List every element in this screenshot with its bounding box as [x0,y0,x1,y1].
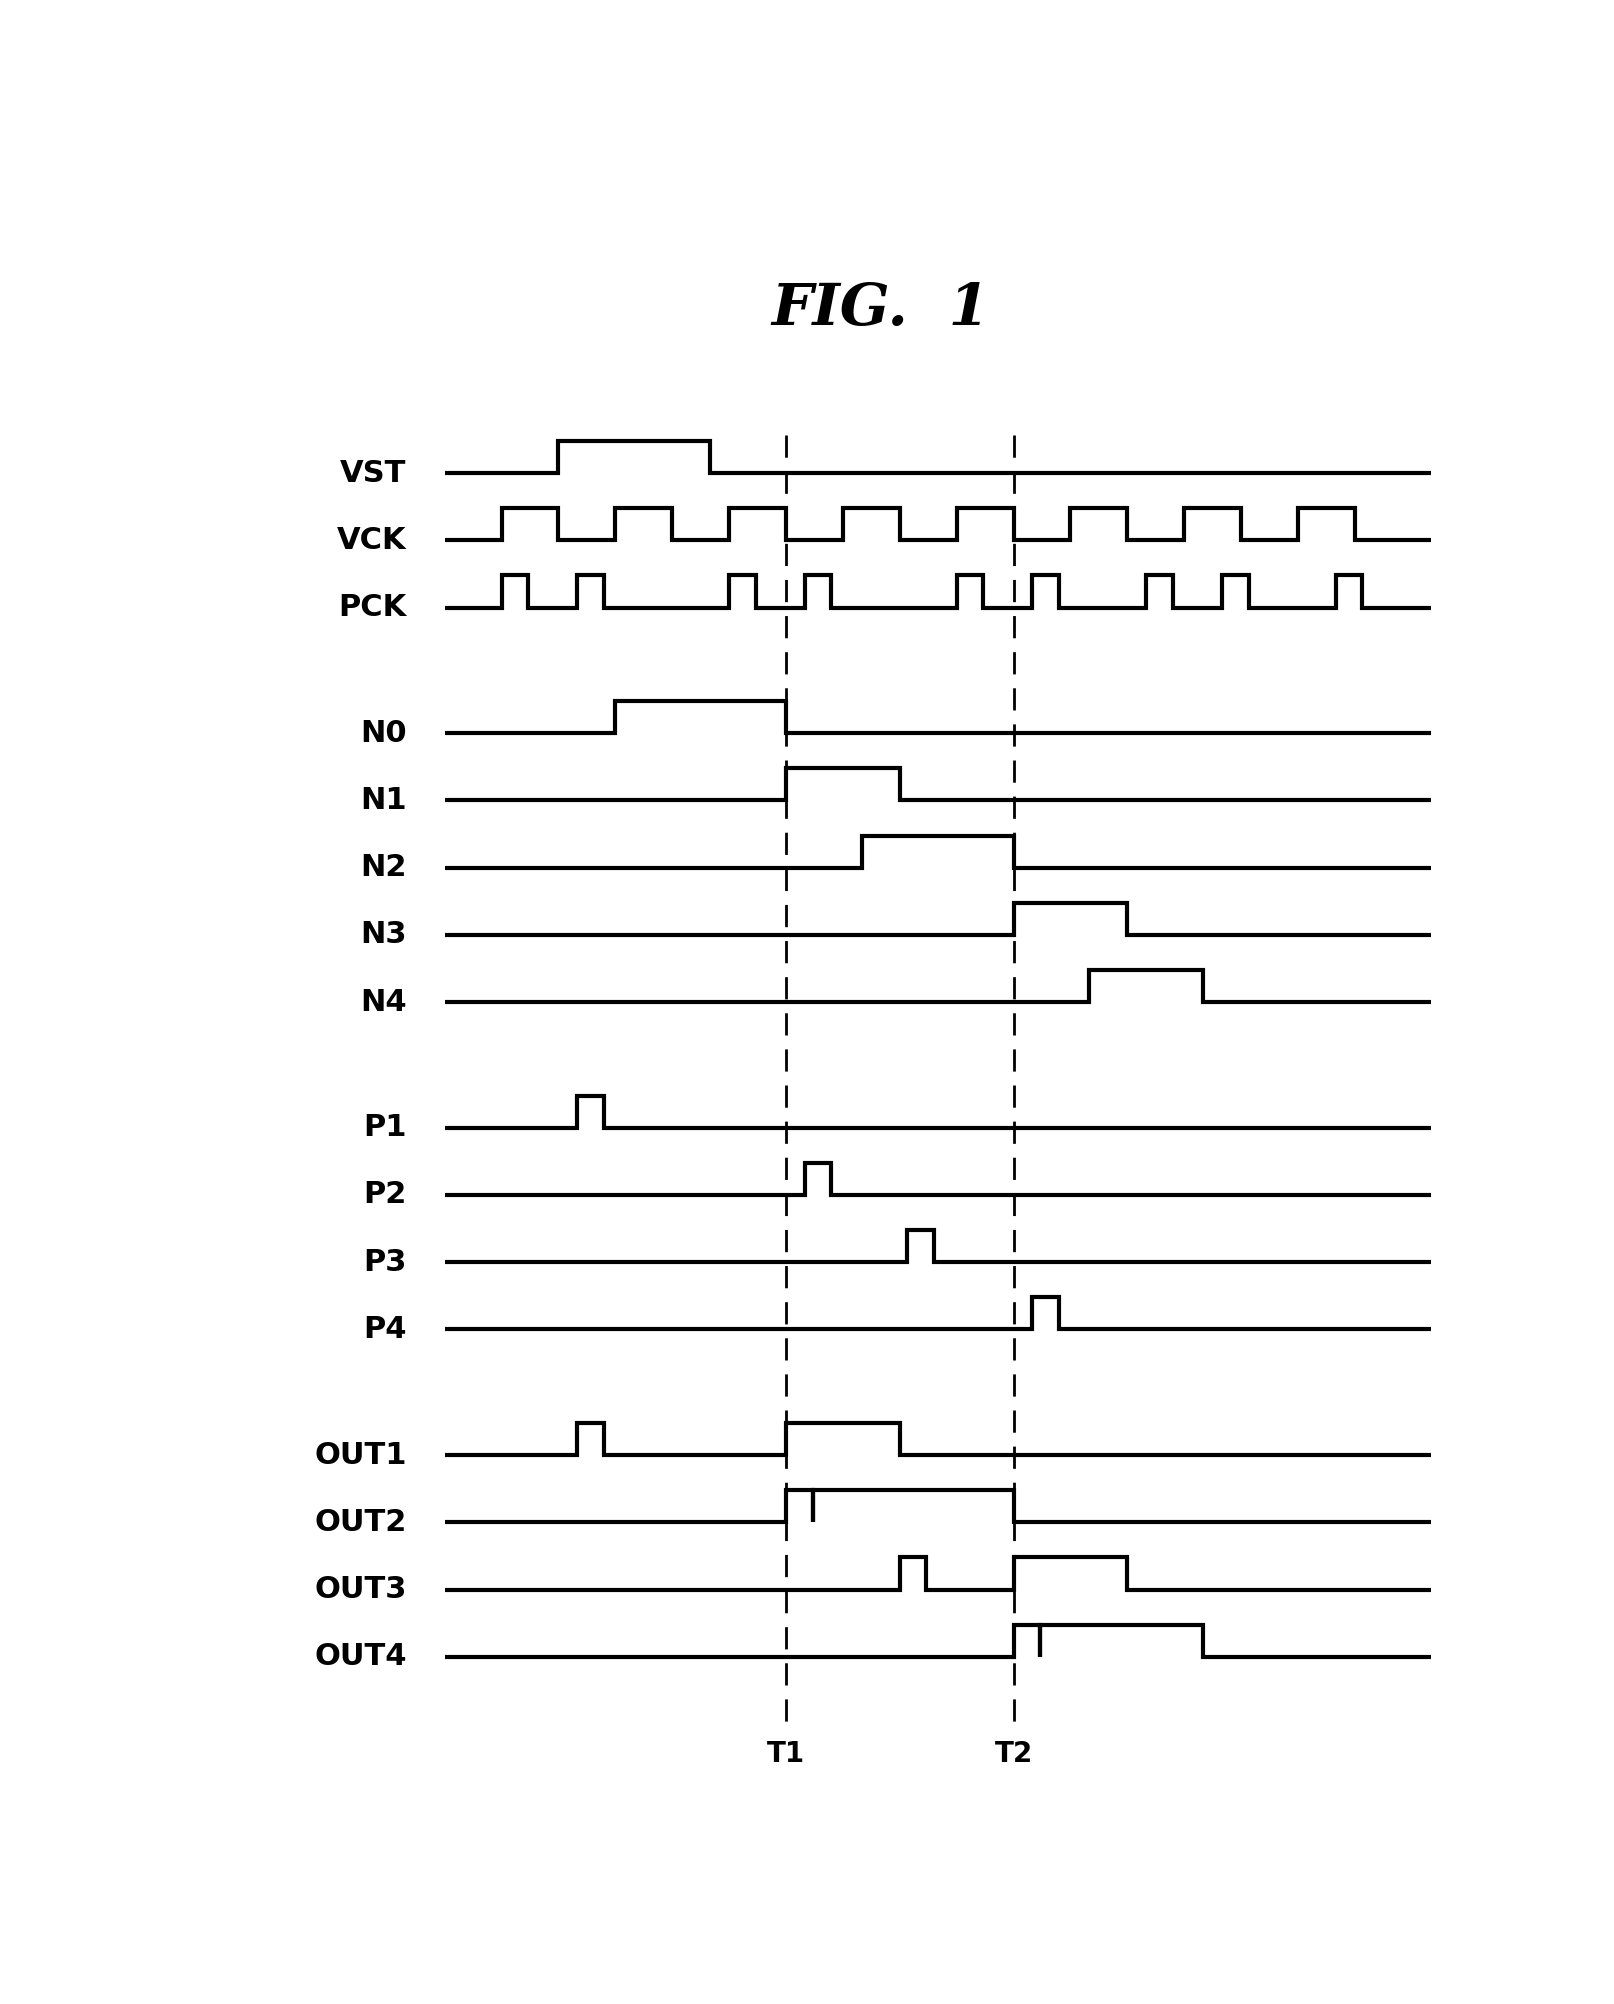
Text: OUT3: OUT3 [315,1575,407,1603]
Text: N1: N1 [360,786,407,816]
Text: VST: VST [341,459,407,487]
Text: FIG.  1: FIG. 1 [771,281,989,339]
Text: T1: T1 [767,1739,804,1768]
Text: P4: P4 [363,1315,407,1345]
Text: P3: P3 [363,1248,407,1277]
Text: OUT4: OUT4 [315,1641,407,1671]
Text: N4: N4 [360,988,407,1016]
Text: OUT1: OUT1 [315,1441,407,1469]
Text: N2: N2 [360,854,407,882]
Text: P1: P1 [363,1114,407,1142]
Text: VCK: VCK [337,525,407,555]
Text: PCK: PCK [339,593,407,621]
Text: N0: N0 [360,719,407,747]
Text: OUT2: OUT2 [315,1507,407,1537]
Text: N3: N3 [360,920,407,950]
Text: P2: P2 [363,1180,407,1210]
Text: T2: T2 [994,1739,1031,1768]
